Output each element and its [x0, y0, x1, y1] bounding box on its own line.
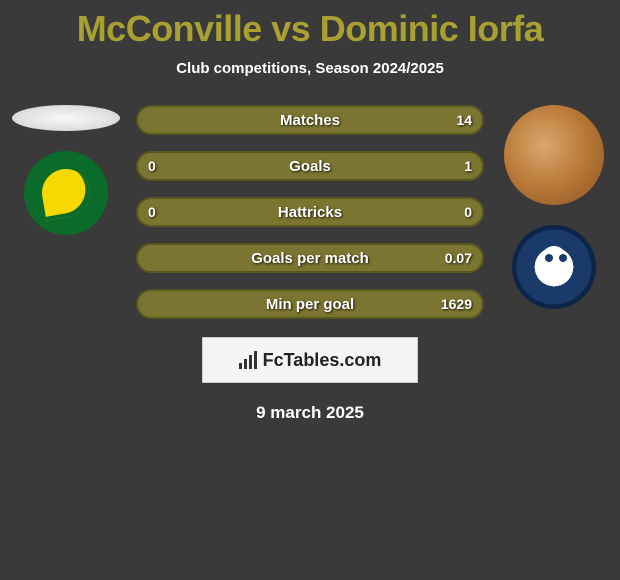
stat-right-value: 14	[432, 112, 472, 128]
stat-row-hattricks: 0 Hattricks 0	[136, 197, 484, 227]
right-player-column	[494, 105, 614, 319]
stat-label: Goals per match	[138, 250, 482, 267]
stat-row-matches: Matches 14	[136, 105, 484, 135]
player-right-avatar	[504, 105, 604, 205]
stat-right-value: 1629	[432, 296, 472, 312]
stat-row-goals: 0 Goals 1	[136, 151, 484, 181]
bar-chart-icon	[239, 351, 257, 369]
stat-row-min-per-goal: Min per goal 1629	[136, 289, 484, 319]
stat-right-value: 0.07	[432, 250, 472, 266]
stat-label: Goals	[138, 158, 482, 175]
stat-label: Min per goal	[138, 296, 482, 313]
stats-column: Matches 14 0 Goals 1 0 Hattricks 0 Goals…	[126, 105, 494, 319]
player-left-avatar	[12, 105, 120, 131]
left-player-column	[6, 105, 126, 319]
brand-text: FcTables.com	[263, 350, 382, 371]
stat-right-value: 0	[432, 204, 472, 220]
brand-banner[interactable]: FcTables.com	[202, 337, 418, 383]
comparison-date: 9 march 2025	[0, 403, 620, 423]
club-left-badge	[24, 151, 108, 235]
comparison-subtitle: Club competitions, Season 2024/2025	[0, 60, 620, 77]
main-content-row: Matches 14 0 Goals 1 0 Hattricks 0 Goals…	[0, 105, 620, 319]
stat-right-value: 1	[432, 158, 472, 174]
stat-label: Hattricks	[138, 204, 482, 221]
club-right-badge	[512, 225, 596, 309]
stat-row-goals-per-match: Goals per match 0.07	[136, 243, 484, 273]
comparison-title: McConville vs Dominic Iorfa	[0, 0, 620, 50]
stat-label: Matches	[138, 112, 482, 129]
